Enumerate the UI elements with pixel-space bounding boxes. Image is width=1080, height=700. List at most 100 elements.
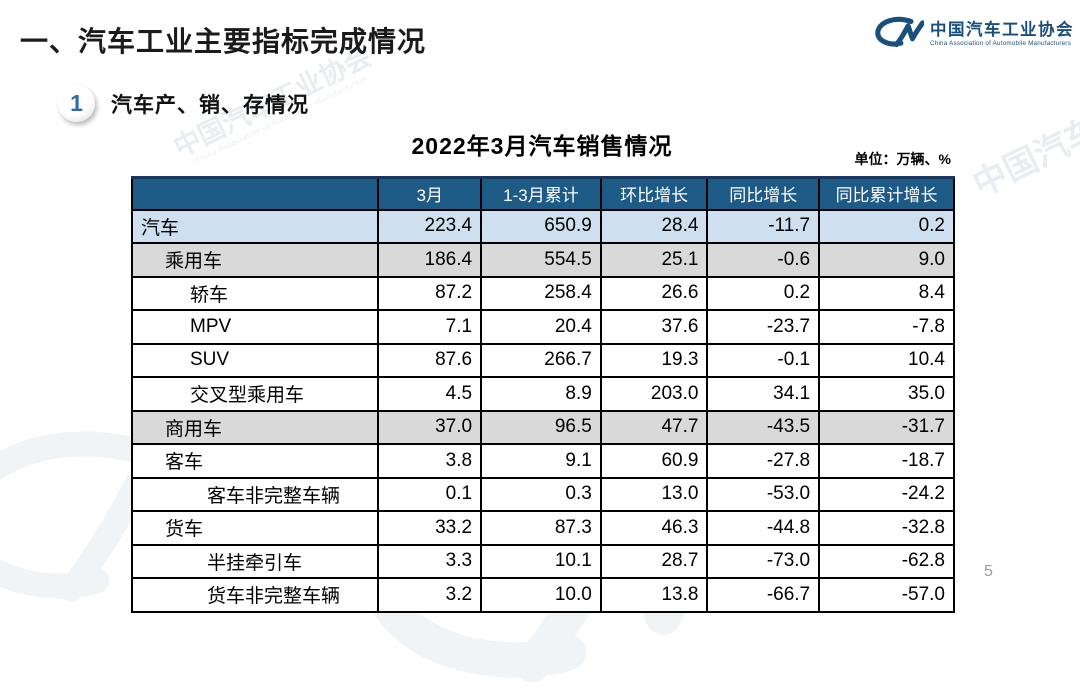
cell-value: -44.8 — [706, 510, 821, 546]
cell-value: -24.2 — [818, 476, 955, 512]
cell-value: 46.3 — [599, 510, 709, 546]
row-label: MPV — [130, 309, 380, 345]
column-header: 3月 — [377, 176, 482, 211]
table-title: 2022年3月汽车销售情况 — [411, 133, 673, 159]
table-row: 商用车 37.0 96.5 47.7 -43.5 -31.7 — [130, 409, 955, 445]
logo-name-en: China Association of Automobile Manufact… — [930, 40, 1071, 47]
cell-value: -53.0 — [706, 476, 821, 512]
cell-value: 37.0 — [377, 409, 483, 445]
cell-value: 7.1 — [377, 309, 483, 345]
cell-value: -18.7 — [818, 443, 955, 479]
table-row: 交叉型乘用车 4.5 8.9 203.0 34.1 35.0 — [130, 376, 955, 412]
cell-value: 8.9 — [480, 376, 602, 412]
sales-table: 3月 1-3月累计 环比增长 同比增长 同比累计增长 汽车 223.4 650.9 28.4-… — [130, 176, 955, 613]
cell-value: 0.2 — [818, 208, 955, 244]
row-label: 交叉型乘用车 — [130, 376, 380, 412]
cell-value: 10.4 — [818, 342, 955, 378]
cell-value: 186.4 — [377, 242, 483, 278]
cell-value: -66.7 — [706, 577, 821, 613]
table-row: 客车 3.8 9.1 60.9 -27.8 -18.7 — [130, 443, 955, 479]
cell-value: 60.9 — [599, 443, 709, 479]
cell-value: 9.1 — [480, 443, 602, 479]
cell-value: 223.4 — [377, 208, 483, 244]
table-header-row: 3月 1-3月累计 环比增长 同比增长 同比累计增长 — [132, 176, 954, 211]
cell-value: 28.4 — [599, 208, 709, 244]
cell-value: 554.5 — [480, 242, 602, 278]
table-row: 轿车 87.2 258.4 26.6 0.2 8.4 — [130, 275, 955, 311]
unit-note: 单位：万辆、% — [854, 151, 951, 167]
column-header: 同比累计增长 — [818, 176, 954, 211]
row-label: 轿车 — [130, 275, 380, 311]
cell-value: 47.7 — [599, 409, 709, 445]
cell-value: -73.0 — [706, 543, 821, 579]
table-row: 乘用车 186.4 554.5 25.1 -0.6 9.0 — [130, 242, 955, 278]
cell-value: 35.0 — [818, 376, 955, 412]
cell-value: -11.7 — [706, 208, 821, 244]
caam-logo: 中国汽车工业协会 China Association of Automobile… — [872, 14, 1074, 52]
cell-value: 87.3 — [480, 510, 602, 546]
cell-value: 33.2 — [377, 510, 483, 546]
section-number-badge: 1 — [58, 85, 95, 122]
table-body: 汽车 223.4 650.9 28.4 -11.7 0.2 乘用车 186.4 554.5 25.… — [130, 208, 955, 613]
cell-value: 37.6 — [599, 309, 709, 345]
cell-value: 650.9 — [480, 208, 602, 244]
cell-value: 25.1 — [599, 242, 709, 278]
cell-value: 8.4 — [818, 275, 955, 311]
cell-value: 4.5 — [377, 376, 483, 412]
table-row: 货车 33.2 87.3 46.3 -44.8 -32.8 — [130, 510, 955, 546]
watermark-text: 中国汽车工业协会 — [966, 50, 1080, 205]
row-label: 货车 — [130, 510, 380, 546]
section-header: 1 汽车产、销、存情况 — [58, 85, 309, 122]
row-label: 客车非完整车辆 — [130, 476, 380, 512]
cell-value: -62.8 — [818, 543, 955, 579]
cell-value: 3.2 — [377, 577, 483, 613]
cell-value: 3.3 — [377, 543, 483, 579]
cell-value: 10.0 — [480, 577, 602, 613]
column-header: 1-3月累计 — [480, 176, 601, 211]
row-label: 乘用车 — [130, 242, 380, 278]
row-label: 汽车 — [130, 208, 380, 244]
cell-value: 19.3 — [599, 342, 709, 378]
cell-value: 203.0 — [599, 376, 709, 412]
cell-value: -43.5 — [706, 409, 821, 445]
page-number: 5 — [984, 563, 993, 580]
column-header: 环比增长 — [599, 176, 708, 211]
table-row: SUV 87.6 266.7 19.3 -0.1 10.4 — [130, 342, 955, 378]
table-row: MPV 7.1 20.4 37.6 -23.7 -7.8 — [130, 309, 955, 345]
row-label: 商用车 — [130, 409, 380, 445]
cell-value: -0.1 — [706, 342, 821, 378]
cell-value: -27.8 — [706, 443, 821, 479]
cell-value: 0.3 — [480, 476, 602, 512]
table-row: 货车非完整车辆 3.2 10.0 13.8 -66.7 -57.0 — [130, 577, 955, 613]
cell-value: -32.8 — [818, 510, 955, 546]
cell-value: -23.7 — [706, 309, 821, 345]
cell-value: 13.8 — [599, 577, 709, 613]
cell-value: 87.6 — [377, 342, 483, 378]
table-row: 汽车 223.4 650.9 28.4 -11.7 0.2 — [130, 208, 955, 244]
cell-value: 20.4 — [480, 309, 602, 345]
cell-value: 13.0 — [599, 476, 709, 512]
cell-value: 9.0 — [818, 242, 955, 278]
cell-value: 28.7 — [599, 543, 709, 579]
cell-value: 10.1 — [480, 543, 602, 579]
table-row: 半挂牵引车 3.3 10.1 28.7 -73.0 -62.8 — [130, 543, 955, 579]
cell-value: 266.7 — [480, 342, 602, 378]
column-header: 同比增长 — [706, 176, 820, 211]
row-label: 客车 — [130, 443, 380, 479]
row-label: 货车非完整车辆 — [130, 577, 380, 613]
table-row: 客车非完整车辆 0.1 0.3 13.0 -53.0 -24.2 — [130, 476, 955, 512]
cell-value: -7.8 — [818, 309, 955, 345]
cell-value: -57.0 — [818, 577, 955, 613]
cell-value: 258.4 — [480, 275, 602, 311]
row-label: 半挂牵引车 — [130, 543, 380, 579]
section-title: 汽车产、销、存情况 — [111, 93, 309, 117]
cell-value: 26.6 — [599, 275, 709, 311]
cell-value: 0.1 — [377, 476, 483, 512]
cell-value: 87.2 — [377, 275, 483, 311]
column-header — [132, 176, 379, 211]
cell-value: 0.2 — [706, 275, 821, 311]
cell-value: 34.1 — [706, 376, 821, 412]
caam-logo-icon — [875, 16, 924, 48]
cell-value: 3.8 — [377, 443, 483, 479]
row-label: SUV — [130, 342, 380, 378]
